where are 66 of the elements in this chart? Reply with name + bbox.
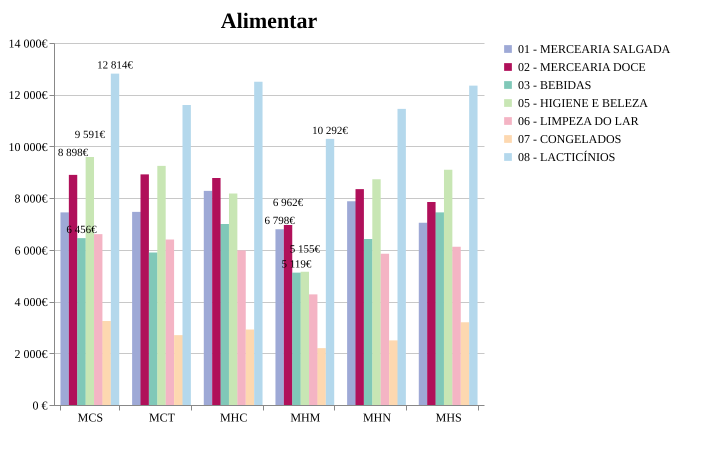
bar xyxy=(309,294,318,405)
y-tick-label: 12 000€ xyxy=(8,88,48,102)
bar xyxy=(436,212,444,405)
legend-label: 01 - MERCEARIA SALGADA xyxy=(518,42,671,56)
y-tick-label: 10 000€ xyxy=(8,140,48,154)
legend-label: 03 - BEBIDAS xyxy=(518,78,592,92)
x-tick-label: MCT xyxy=(148,410,176,424)
bar xyxy=(237,250,246,405)
bar xyxy=(444,170,452,405)
data-label: 6 962€ xyxy=(272,196,304,209)
bar xyxy=(132,212,141,405)
y-tick-label: 8 000€ xyxy=(14,192,48,206)
legend-label: 06 - LIMPEZA DO LAR xyxy=(518,114,639,128)
bar xyxy=(140,174,149,405)
bar xyxy=(300,272,310,405)
data-label: 9 591€ xyxy=(74,129,106,142)
legend-label: 05 - HIGIENE E BELEZA xyxy=(518,96,648,110)
bar xyxy=(228,193,238,405)
legend-label: 07 - CONGELADOS xyxy=(518,132,622,146)
bar xyxy=(347,201,356,405)
bar xyxy=(94,234,102,405)
bar xyxy=(110,74,120,405)
bar xyxy=(275,229,284,405)
x-tick-label: MCS xyxy=(78,410,104,424)
data-label: 10 292€ xyxy=(312,124,348,137)
x-tick-label: MHN xyxy=(362,410,392,424)
bar xyxy=(102,320,111,405)
bar xyxy=(220,224,229,405)
data-label: 12 814€ xyxy=(97,60,134,72)
bar xyxy=(452,246,461,405)
bar xyxy=(356,189,364,405)
bar xyxy=(292,272,301,405)
y-tick-label: 4 000€ xyxy=(14,295,48,310)
bar xyxy=(182,105,191,405)
y-tick-label: 14 000€ xyxy=(8,36,48,50)
x-tick-label: MHC xyxy=(220,410,248,424)
bar xyxy=(460,322,470,405)
legend-label: 08 - LACTICÍNIOS xyxy=(518,150,616,164)
bar xyxy=(166,240,174,405)
bar xyxy=(372,179,381,405)
bar xyxy=(174,335,182,405)
data-label: 8 898€ xyxy=(58,146,89,159)
bar xyxy=(469,86,478,405)
bar xyxy=(364,238,372,405)
bar xyxy=(326,138,334,405)
x-tick-label: MHS xyxy=(436,410,462,424)
legend-label: 02 - MERCEARIA DOCE xyxy=(518,60,646,74)
bar xyxy=(254,82,263,405)
bar xyxy=(317,348,326,405)
x-tick-label: MHM xyxy=(290,410,321,424)
bar xyxy=(157,166,166,405)
bar xyxy=(397,108,406,405)
bar xyxy=(77,238,86,405)
bar xyxy=(389,340,398,405)
bar xyxy=(204,190,212,405)
y-tick-label: 6 000€ xyxy=(14,243,48,258)
bar xyxy=(246,329,254,405)
bar xyxy=(212,178,221,405)
bar xyxy=(427,202,436,405)
data-label: 6 798€ xyxy=(264,215,296,228)
bar xyxy=(148,252,158,405)
y-tick-label: 2 000€ xyxy=(14,346,48,361)
chart-title: Alimentar xyxy=(220,8,318,33)
bar xyxy=(418,222,428,405)
y-tick-label: 0 € xyxy=(32,398,48,412)
bar xyxy=(380,254,390,405)
